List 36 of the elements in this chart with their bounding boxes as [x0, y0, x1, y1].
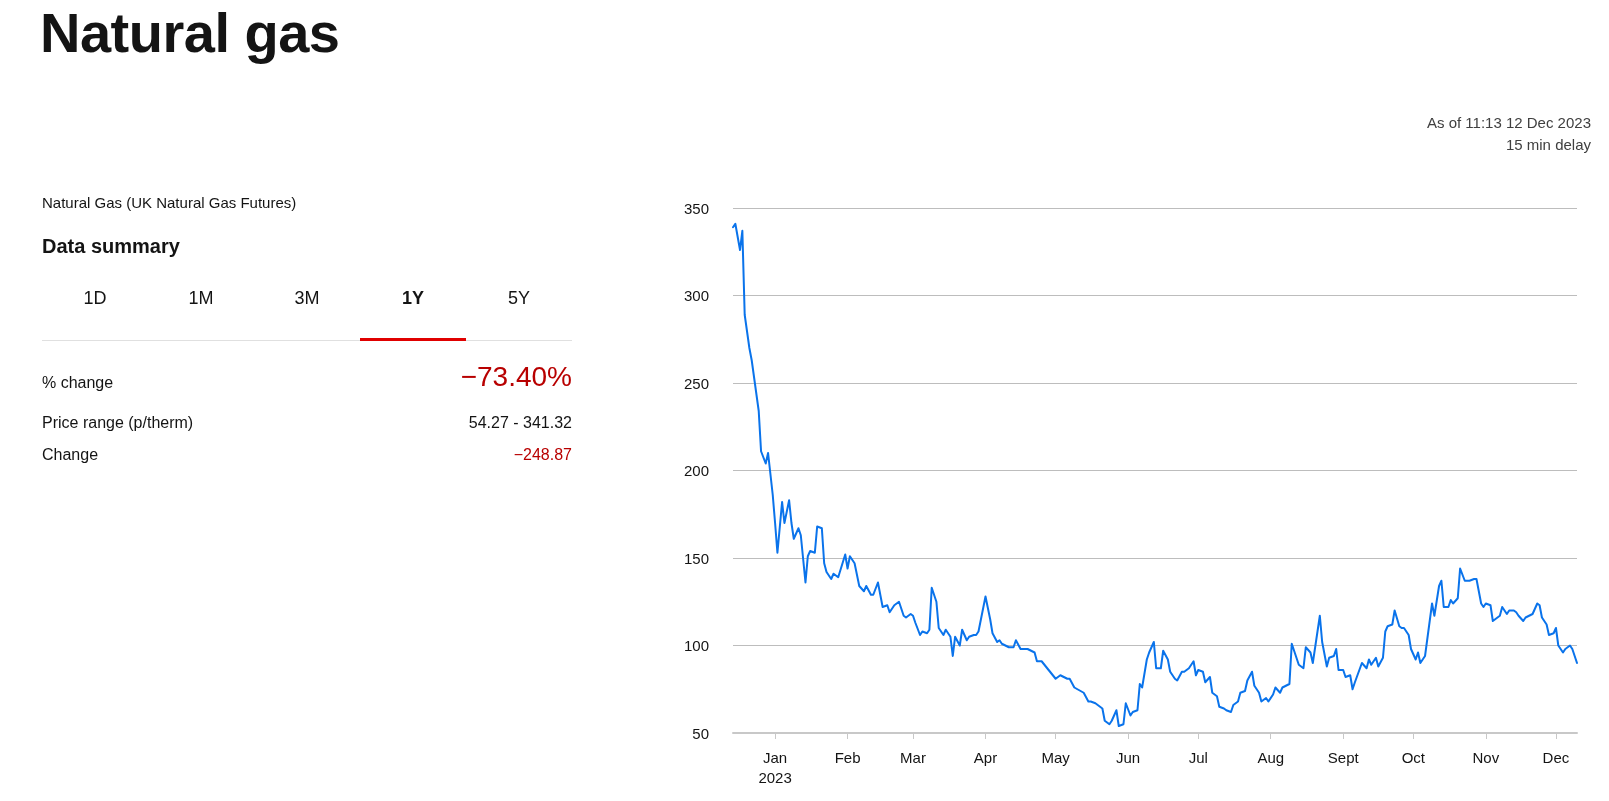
- x-tick-label: Apr: [973, 748, 998, 766]
- text: 1D: [82, 288, 108, 309]
- x-tick-label: Feb: [834, 748, 861, 766]
- text: 1M: [187, 288, 215, 309]
- x-tick-label: Nov: [1472, 748, 1500, 766]
- text: 15 min delay: [1504, 135, 1591, 155]
- text: Natural gas: [40, 0, 340, 65]
- x-tick-label: Jan 2023: [758, 748, 792, 786]
- y-tick-label: 100: [683, 637, 709, 654]
- x-tick-label: May: [1041, 748, 1071, 766]
- text: 1Y: [401, 288, 425, 309]
- x-tick-label: Sept: [1327, 748, 1360, 766]
- y-tick-label: 300: [683, 287, 709, 304]
- y-tick-label: 350: [683, 199, 709, 217]
- y-tick-label: 50: [692, 724, 709, 742]
- y-tick-label: 200: [683, 462, 709, 479]
- x-tick-label: Oct: [1401, 748, 1426, 766]
- text: Natural Gas (UK Natural Gas Futures): [42, 194, 297, 211]
- text: 5Y: [507, 288, 531, 309]
- line-series: [732, 222, 1578, 727]
- x-tick-label: Mar: [900, 748, 926, 766]
- text: 54.27 - 341.32: [468, 414, 572, 432]
- text: −248.87: [513, 446, 572, 464]
- text: Change: [42, 446, 99, 464]
- text: 3M: [293, 288, 321, 309]
- y-tick-label: 250: [683, 374, 709, 392]
- x-tick-label: Aug: [1257, 748, 1285, 766]
- text: As of 11:13 12 Dec 2023: [1426, 113, 1591, 133]
- y-tick-label: 150: [683, 549, 709, 567]
- text: −73.40%: [460, 361, 572, 392]
- text: % change: [42, 374, 114, 392]
- x-tick-label: Jun: [1116, 748, 1141, 766]
- x-tick-label: Dec: [1542, 748, 1570, 766]
- text: Data summary: [42, 235, 180, 258]
- text: Price range (p/therm): [42, 414, 194, 432]
- x-tick-label: Jul: [1188, 748, 1208, 766]
